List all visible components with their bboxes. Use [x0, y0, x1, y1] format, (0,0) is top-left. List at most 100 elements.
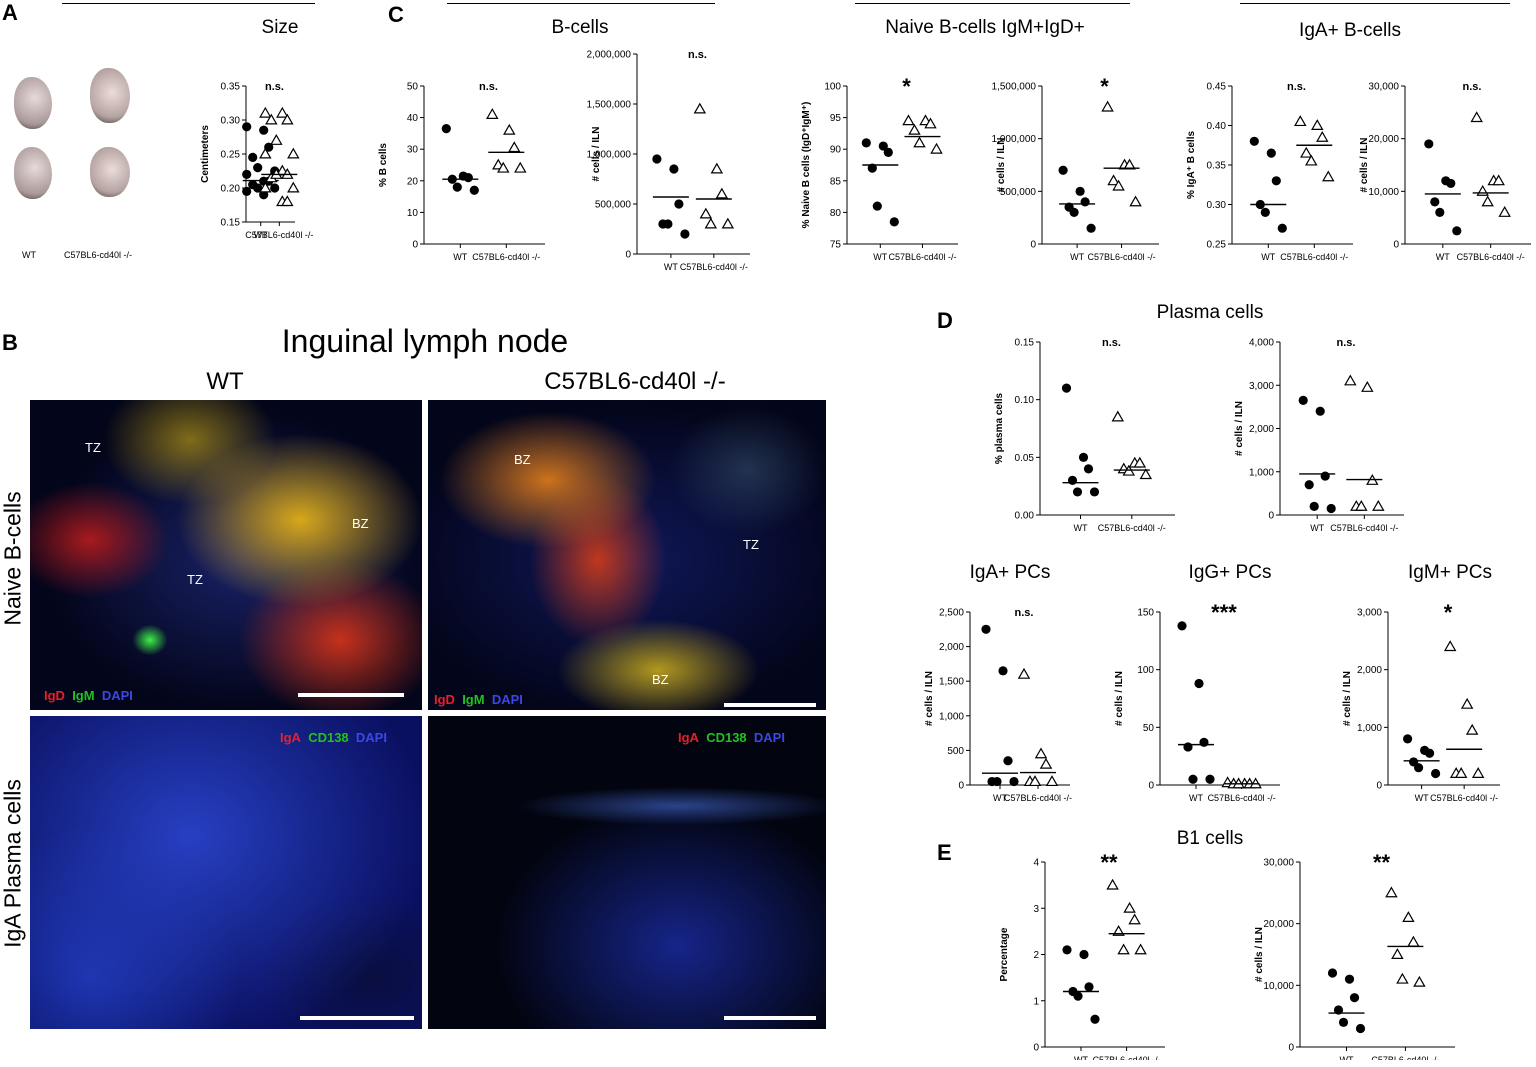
- point-ko: [1471, 767, 1485, 778]
- point-wt: [1073, 991, 1083, 1001]
- point-wt: [248, 152, 258, 162]
- point-wt: [1304, 480, 1314, 490]
- y-tick-label: 0: [1376, 781, 1382, 792]
- y-tick-label: 0.35: [221, 82, 241, 93]
- point-wt: [1194, 678, 1204, 689]
- point-wt: [259, 125, 269, 135]
- y-tick-label: 20,000: [1263, 919, 1294, 930]
- point-wt: [242, 122, 252, 132]
- lymph-node-image-wt-2: [14, 147, 52, 199]
- point-ko: [902, 114, 915, 126]
- point-wt: [1446, 178, 1456, 189]
- point-wt: [253, 163, 263, 173]
- point-wt: [674, 199, 684, 209]
- point-ko: [1407, 935, 1420, 947]
- point-ko: [1355, 499, 1368, 511]
- stain-igd: IgD: [434, 692, 455, 707]
- point-ko: [1311, 119, 1324, 131]
- point-wt: [883, 147, 893, 157]
- point-ko: [1300, 146, 1313, 158]
- point-ko: [1443, 640, 1457, 652]
- y-axis-label: % plasma cells: [994, 392, 1005, 464]
- point-ko: [1492, 174, 1505, 186]
- y-tick-label: 0.20: [221, 184, 241, 195]
- y-tick-label: 0.15: [1015, 338, 1035, 349]
- point-ko: [1117, 943, 1130, 955]
- point-wt: [1069, 207, 1079, 217]
- point-wt: [872, 201, 882, 211]
- point-ko: [1385, 886, 1398, 898]
- point-wt: [1083, 464, 1094, 474]
- point-ko: [1391, 948, 1404, 960]
- thumb-label-wt: WT: [22, 250, 36, 260]
- y-tick-label: 95: [830, 113, 842, 124]
- lymph-node-image-wt-1: [14, 77, 52, 129]
- chart-d-pct-plasma: 0.00 0.05 0.10 0.15 WT C57BL6-cd40l -/- % plas…: [994, 337, 1175, 533]
- point-wt: [463, 173, 473, 183]
- point-ko: [503, 123, 516, 135]
- point-wt: [680, 229, 690, 239]
- significance-label: ***: [1211, 600, 1237, 625]
- stain-cd138: CD138: [706, 730, 747, 745]
- y-tick-label: 500,000: [1000, 187, 1037, 198]
- x-tick-label: WT: [1261, 252, 1275, 262]
- scale-bar: [298, 693, 404, 697]
- point-wt: [1177, 621, 1187, 631]
- point-wt: [1078, 452, 1089, 462]
- significance-label: **: [1373, 850, 1391, 875]
- significance-label: *: [1444, 600, 1453, 625]
- y-tick-label: 0.05: [1015, 453, 1035, 464]
- y-tick-label: 40: [407, 113, 419, 124]
- y-tick-label: 0: [625, 250, 631, 261]
- stain-dapi: DAPI: [491, 692, 523, 707]
- zone-label-bz-3: BZ: [652, 672, 669, 687]
- point-ko: [704, 217, 718, 229]
- point-ko: [1133, 456, 1147, 468]
- point-wt: [1089, 487, 1100, 497]
- panel-c-title-b-cells: B-cells: [551, 17, 609, 38]
- x-tick-label: C57BL6-cd40l -/-: [1004, 793, 1072, 803]
- point-ko: [913, 136, 926, 148]
- point-wt: [1333, 1005, 1344, 1015]
- panel-a-title: Size: [261, 17, 299, 38]
- micrograph-wt-iga: IgA CD138 DAPI: [30, 716, 422, 1029]
- y-tick-label: 4: [1033, 858, 1039, 869]
- y-tick-label: 10: [407, 208, 419, 219]
- panel-d-title-igg: IgG+ PCs: [1188, 562, 1272, 583]
- panel-b-title: Inguinal lymph node: [281, 323, 569, 359]
- panel-b-letter: B: [2, 330, 18, 355]
- point-ko: [259, 147, 272, 159]
- y-axis-label: Percentage: [999, 927, 1010, 981]
- point-ko: [1402, 911, 1415, 923]
- y-tick-label: 1,500: [939, 677, 964, 688]
- chart-e-count: 0 10,000 20,000 30,000 WT C57BL6-cd40l -/- # c…: [1254, 850, 1455, 1060]
- x-tick-label: C57BL6-cd40l -/-: [1457, 252, 1525, 262]
- significance-label: n.s.: [1102, 337, 1121, 349]
- y-axis-label: % IgA⁺ B cells: [1186, 131, 1197, 200]
- point-wt: [1414, 763, 1424, 773]
- point-ko: [1123, 158, 1136, 170]
- point-wt: [663, 219, 673, 229]
- point-ko: [270, 133, 283, 145]
- x-tick-label: WT: [453, 252, 467, 262]
- point-ko: [1465, 723, 1479, 735]
- significance-label: *: [1100, 74, 1109, 99]
- stain-dapi: DAPI: [101, 688, 133, 703]
- y-tick-label: 85: [830, 176, 842, 187]
- point-ko: [1498, 205, 1511, 217]
- x-tick-label: C57BL6-cd40l -/-: [245, 230, 313, 240]
- zone-label-bz-1: BZ: [352, 516, 369, 531]
- point-wt: [1079, 949, 1089, 960]
- x-tick-label: C57BL6-cd40l -/-: [1371, 1055, 1439, 1060]
- point-ko: [1372, 499, 1385, 511]
- point-ko: [715, 187, 729, 199]
- chart-d-igg-pcs: 0 50 100 150 WT C57BL6-cd40l -/- # cells / ILN…: [1114, 600, 1280, 803]
- point-wt: [1061, 383, 1072, 393]
- y-tick-label: 0.10: [1015, 395, 1035, 406]
- point-wt: [1277, 223, 1287, 233]
- point-wt: [452, 182, 462, 192]
- point-wt: [1183, 742, 1193, 752]
- y-tick-label: 0: [1148, 781, 1154, 792]
- point-wt: [867, 163, 877, 173]
